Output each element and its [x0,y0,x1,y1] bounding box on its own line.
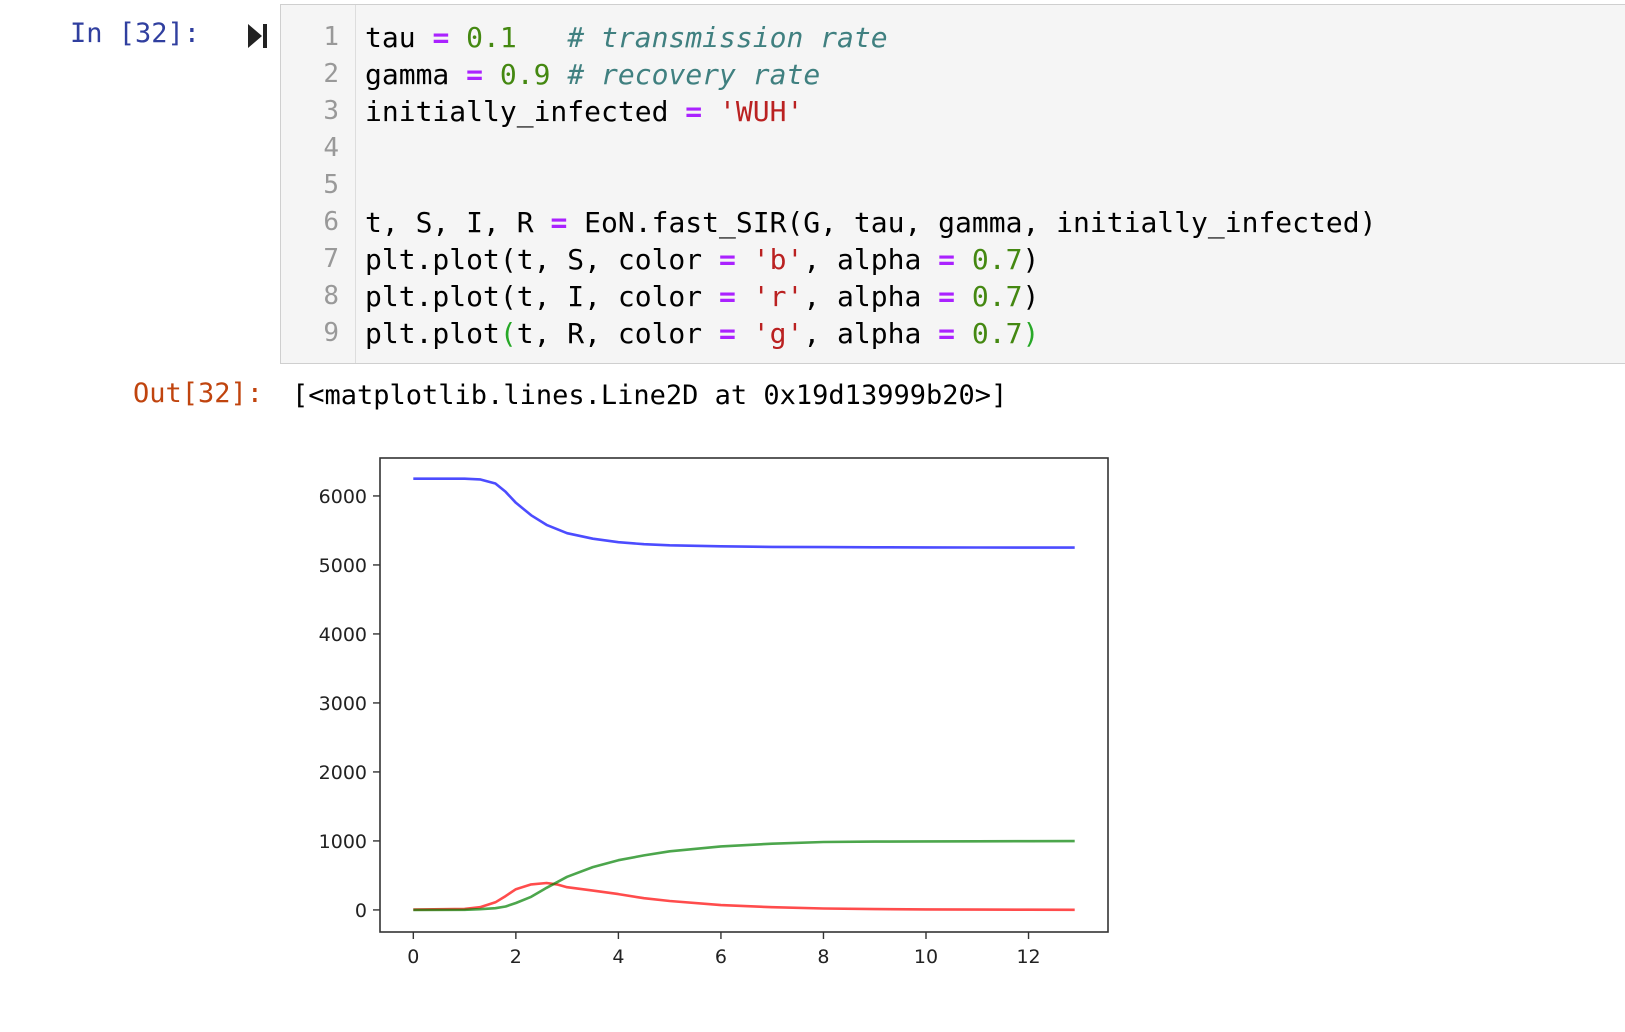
code-token: 0.7 [971,317,1023,350]
code-line[interactable]: plt.plot(t, I, color = 'r', alpha = 0.7) [365,280,1039,313]
code-token: , alpha [803,280,939,313]
y-tick-label: 3000 [319,693,367,715]
code-token: = [466,58,484,91]
code-token: = [432,21,450,54]
line-number: 1 [323,22,339,52]
code-token: ) [1022,243,1040,276]
infected-line [413,881,1075,912]
code-token: = [550,206,568,239]
line-number: 5 [323,170,339,200]
output-prompt: Out[32]: [133,378,264,409]
code-line[interactable]: gamma = 0.9 # recovery rate [365,58,820,91]
output-text: [<matplotlib.lines.Line2D at 0x19d13999b… [292,380,1008,411]
code-token: ) [1022,280,1040,313]
line-number: 4 [323,133,339,163]
code-token: 'r' [752,280,804,313]
code-token: ( [499,317,517,350]
code-line[interactable]: plt.plot(t, S, color = 'b', alpha = 0.7) [365,243,1039,276]
y-tick-label: 4000 [319,624,367,646]
code-token: 'g' [752,317,804,350]
code-token: # recovery rate [567,58,821,91]
code-token: tau [365,21,433,54]
y-tick-label: 2000 [319,762,367,784]
code-token: plt.plot(t, S, color [365,243,720,276]
input-prompt: In [32]: [70,18,201,49]
x-tick-label: 2 [510,946,522,968]
code-token: = [938,317,956,350]
code-line[interactable]: initially_infected = 'WUH' [365,95,803,128]
code-token: = [719,317,736,350]
code-token: 0.7 [971,243,1023,276]
code-token: plt.plot [365,317,500,350]
y-tick-label: 1000 [319,831,367,853]
x-tick-label: 8 [817,946,829,968]
code-token: 0.9 [499,58,551,91]
code-token: 0.7 [971,280,1023,313]
plot-frame [379,457,1109,933]
line-number: 2 [323,59,339,89]
line-number: 8 [323,281,339,311]
line-number: 3 [323,96,339,126]
x-tick-label: 0 [407,946,419,968]
x-tick-label: 10 [914,946,938,968]
recovered-line [413,839,1075,912]
code-token: # transmission rate [567,21,888,54]
code-editor[interactable]: 1 2 3 4 5 6 7 8 9 tau = 0.1 # transmission rate g… [280,4,1625,364]
line-number-gutter: 1 2 3 4 5 6 7 8 9 [281,5,356,363]
code-token: t, S, I, R [365,206,551,239]
code-token: = [719,280,736,313]
x-tick-label: 6 [715,946,727,968]
line-number: 7 [323,244,339,274]
code-token: plt.plot(t, I, color [365,280,720,313]
code-token: 0.1 [466,21,517,54]
code-token: , alpha [803,317,939,350]
code-token: gamma [365,58,467,91]
code-line[interactable]: tau = 0.1 # transmission rate [365,21,888,54]
x-tick-label: 12 [1016,946,1040,968]
code-token: = [938,280,956,313]
code-token: = [719,243,736,276]
run-cell-icon[interactable] [246,22,270,50]
line-number: 9 [323,318,339,348]
code-token: 'WUH' [719,95,804,128]
y-tick-label: 5000 [319,555,367,577]
code-line[interactable]: plt.plot(t, R, color = 'g', alpha = 0.7) [365,317,1039,350]
y-tick-label: 6000 [319,486,367,508]
x-tick-label: 4 [612,946,624,968]
line-number: 6 [323,207,339,237]
code-token: 'b' [752,243,804,276]
code-token: EoN.fast_SIR(G, tau, gamma, initially_in… [567,206,1377,239]
code-line[interactable]: t, S, I, R = EoN.fast_SIR(G, tau, gamma,… [365,206,1376,239]
susceptible-line [413,477,1075,549]
code-token: = [685,95,703,128]
code-token: = [938,243,956,276]
code-token: ) [1022,317,1040,350]
y-tick-label: 0 [355,900,367,922]
code-token: , alpha [803,243,939,276]
code-token: initially_infected [365,95,686,128]
code-token: t, R, color [516,317,720,350]
